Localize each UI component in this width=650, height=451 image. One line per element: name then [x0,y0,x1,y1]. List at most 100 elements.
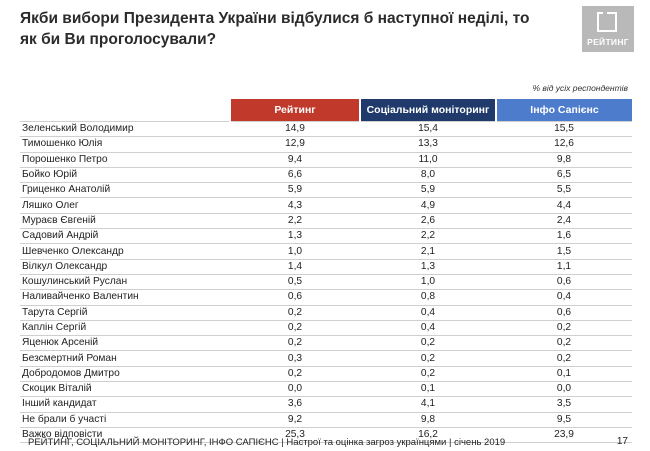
rating-value: 0,2 [230,305,360,321]
rating-value: 0,6 [230,289,360,306]
table-row: Зеленський Володимир 14,9 15,4 15,5 [20,120,632,138]
table-row: Садовий Андрій 1,3 2,2 1,6 [20,228,632,245]
table-row: Важко відповісти 25,3 16,2 23,9 [20,427,632,444]
table-row: Кошулинський Руслан 0,5 1,0 0,6 [20,274,632,291]
info-sapiens-value: 15,5 [496,120,632,138]
social-monitoring-value: 1,0 [360,274,496,291]
candidate-name: Кошулинський Руслан [20,274,230,291]
rating-value: 2,2 [230,213,360,230]
candidate-name: Тарута Сергій [20,305,230,321]
table-body: Зеленський Володимир 14,9 15,4 15,5 Тимошенк… [20,120,632,444]
rating-value: 0,2 [230,335,360,352]
candidate-name: Безсмертний Роман [20,350,230,367]
table-row: Наливайченко Валентин 0,6 0,8 0,4 [20,289,632,306]
social-monitoring-value: 0,8 [360,289,496,306]
rating-value: 14,9 [230,120,360,138]
table-row: Шевченко Олександр 1,0 2,1 1,5 [20,243,632,260]
candidate-name: Тимошенко Юлія [20,136,230,153]
info-sapiens-value: 0,6 [496,274,632,291]
column-header-rating: Рейтинг [229,99,360,122]
info-sapiens-value: 0,0 [496,381,632,398]
table-row: Мураєв Євгеній 2,2 2,6 2,4 [20,213,632,230]
info-sapiens-value: 0,2 [496,335,632,352]
header-blank-cell [20,99,230,122]
rating-logo: РЕЙТИНГ [582,6,634,52]
column-header-info-sapiens: Інфо Сапієнс [495,99,632,122]
candidate-name: Каплін Сергій [20,320,230,337]
social-monitoring-value: 4,9 [360,197,496,214]
table-row: Ляшко Олег 4,3 4,9 4,4 [20,197,632,214]
table-row: Тарута Сергій 0,2 0,4 0,6 [20,305,632,321]
candidate-name: Зеленський Володимир [20,120,230,138]
rating-value: 6,6 [230,167,360,184]
info-sapiens-value: 0,2 [496,320,632,337]
table-row: Інший кандидат 3,6 4,1 3,5 [20,396,632,413]
info-sapiens-value: 3,5 [496,396,632,413]
info-sapiens-value: 5,5 [496,182,632,199]
social-monitoring-value: 9,8 [360,412,496,428]
social-monitoring-value: 16,2 [360,427,496,444]
info-sapiens-value: 23,9 [496,427,632,444]
column-header-social-monitoring: Соціальний моніторинг [359,99,496,122]
candidate-name: Інший кандидат [20,396,230,413]
candidate-name: Добродомов Дмитро [20,366,230,383]
info-sapiens-value: 9,5 [496,412,632,428]
info-sapiens-value: 0,6 [496,305,632,321]
social-monitoring-value: 13,3 [360,136,496,153]
social-monitoring-value: 15,4 [360,120,496,138]
page-number: 17 [616,436,628,447]
social-monitoring-value: 11,0 [360,152,496,168]
social-monitoring-value: 2,6 [360,213,496,230]
social-monitoring-value: 4,1 [360,396,496,413]
candidate-name: Садовий Андрій [20,228,230,245]
social-monitoring-value: 0,4 [360,305,496,321]
logo-text: РЕЙТИНГ [587,37,629,47]
rating-value: 12,9 [230,136,360,153]
slide-title: Якби вибори Президента України відбулися… [20,10,530,48]
rating-value: 3,6 [230,396,360,413]
rating-value: 0,2 [230,366,360,383]
info-sapiens-value: 0,2 [496,350,632,367]
rating-value: 9,4 [230,152,360,168]
table-row: Гриценко Анатолій 5,9 5,9 5,5 [20,182,632,199]
info-sapiens-value: 0,4 [496,289,632,306]
social-monitoring-value: 2,1 [360,243,496,260]
candidate-name: Бойко Юрій [20,167,230,184]
social-monitoring-value: 5,9 [360,182,496,199]
info-sapiens-value: 1,6 [496,228,632,245]
candidate-name: Порошенко Петро [20,152,230,168]
info-sapiens-value: 1,1 [496,259,632,275]
candidate-name: Яценюк Арсеній [20,335,230,352]
rating-value: 9,2 [230,412,360,428]
candidate-name: Вілкул Олександр [20,259,230,275]
candidate-name: Скоцик Віталій [20,381,230,398]
social-monitoring-value: 0,2 [360,350,496,367]
social-monitoring-value: 0,2 [360,366,496,383]
rating-value: 1,4 [230,259,360,275]
candidate-name: Не брали б участі [20,412,230,428]
footer-source: РЕЙТИНГ, СОЦІАЛЬНИЙ МОНІТОРИНГ, ІНФО САП… [28,437,506,448]
percent-note: % від усіх респондентів [532,83,628,93]
info-sapiens-value: 6,5 [496,167,632,184]
info-sapiens-value: 0,1 [496,366,632,383]
table-row: Бойко Юрій 6,6 8,0 6,5 [20,167,632,184]
candidate-name: Наливайченко Валентин [20,289,230,306]
rating-value: 0,2 [230,320,360,337]
rating-value: 0,5 [230,274,360,291]
candidate-name: Мураєв Євгеній [20,213,230,230]
table-row: Тимошенко Юлія 12,9 13,3 12,6 [20,136,632,153]
table-row: Порошенко Петро 9,4 11,0 9,8 [20,152,632,168]
table-row: Не брали б участі 9,2 9,8 9,5 [20,412,632,428]
social-monitoring-value: 1,3 [360,259,496,275]
rating-value: 25,3 [230,427,360,444]
results-table: Рейтинг Соціальний моніторинг Інфо Сапіє… [20,99,632,444]
table-header-row: Рейтинг Соціальний моніторинг Інфо Сапіє… [20,99,632,122]
social-monitoring-value: 2,2 [360,228,496,245]
candidate-name: Ляшко Олег [20,197,230,214]
rating-value: 5,9 [230,182,360,199]
rating-value: 1,3 [230,228,360,245]
social-monitoring-value: 0,4 [360,320,496,337]
social-monitoring-value: 0,2 [360,335,496,352]
rating-value: 4,3 [230,197,360,214]
table-row: Яценюк Арсеній 0,2 0,2 0,2 [20,335,632,352]
